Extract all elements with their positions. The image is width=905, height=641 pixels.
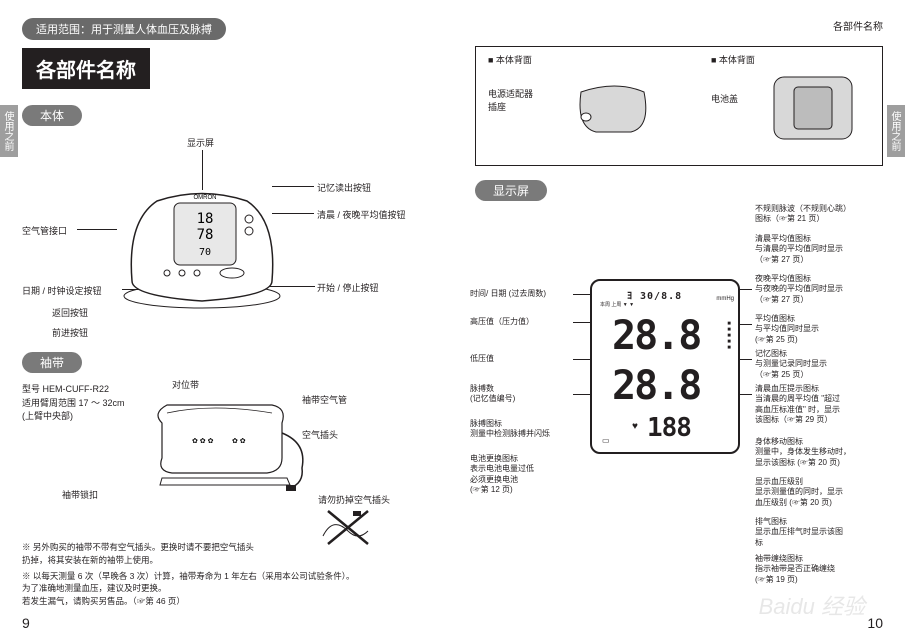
page-9: 适用范围：用于测量人体血压及脉搏 各部件名称 本体 显示屏 记忆读出按钮 清晨 … (0, 0, 452, 641)
page-number: 10 (867, 615, 883, 631)
no-discard-label: 请勿扔掉空气插头 (318, 493, 390, 548)
device-illustration: 18 78 70 OMRON (112, 181, 292, 311)
callout-avg: 平均值图标 与平均值同时显示 (☞第 25 页) (755, 314, 819, 345)
svg-text:✿ ✿: ✿ ✿ (232, 438, 246, 445)
page-10: 各部件名称 ■ 本体背面 ■ 本体背面 电源适配器 插座 电池盖 显示屏 时间/… (453, 0, 905, 641)
svg-text:70: 70 (199, 247, 211, 258)
back-panel-diagram: ■ 本体背面 ■ 本体背面 电源适配器 插座 电池盖 (475, 46, 883, 166)
lcd-date: ﾖ 30/8.8 (627, 287, 682, 302)
callout-memory: 记忆读出按钮 (317, 181, 371, 194)
callout-morning: 清晨 / 夜晚平均值按钮 (317, 208, 406, 221)
battery-label: 电池盖 (711, 92, 738, 105)
callout-align: 对位带 (172, 378, 199, 391)
callout-timedate: 时间/ 日期 (过去周数) (470, 289, 546, 299)
callout-start: 开始 / 停止按钮 (317, 281, 379, 294)
callout-eveningavg: 夜晚平均值图标 与夜晚的平均值同时显示 （☞第 27 页） (755, 274, 843, 305)
back-label-2: ■ 本体背面 (711, 53, 755, 66)
body-section-pill: 本体 (22, 105, 82, 126)
watermark: Baidu 经验 (759, 589, 865, 621)
lcd-pulse: 188 (647, 413, 691, 443)
lcd-screen: ﾖ 30/8.8 本周 上周 ▼ ▼ 28.8 28.8 188 ♥ ▭ ■■■… (590, 279, 740, 454)
scope-pill: 适用范围：用于测量人体血压及脉搏 (22, 18, 226, 40)
cuff-illustration: ✿ ✿ ✿ ✿ ✿ (142, 393, 312, 503)
display-diagram: 时间/ 日期 (过去周数) 高压值（压力值） 低压值 脉搏数 (记忆值编号) 脉… (475, 219, 883, 599)
back-device-1 (566, 72, 656, 142)
lcd-dia: 28.8 (612, 363, 700, 409)
footnotes: ※ 另外购买的袖带不带有空气插头。更换时请不要把空气插头 扔掉，将其安装在新的袖… (22, 541, 430, 608)
callout-cuffwrap: 袖带缠绕图标 指示袖带是否正确缠绕 (☞第 19 页) (755, 554, 835, 585)
cuff-section-pill: 袖带 (22, 352, 82, 373)
callout-pulse: 脉搏数 (记忆值编号) (470, 384, 515, 405)
callout-morningbp: 清晨血压提示图标 当清晨的周平均值 "超过 高血压标准值" 时，显示 该图标（☞… (755, 384, 840, 426)
callout-deflate: 排气图标 显示血压排气时显示该图 标 (755, 517, 843, 548)
back-label-1: ■ 本体背面 (488, 53, 532, 66)
cuff-diagram: 型号 HEM-CUFF-R22 适用臂周范围 17 ～ 32cm (上臂中央部)… (22, 383, 430, 533)
back-device-2 (766, 69, 861, 147)
page-title: 各部件名称 (22, 48, 150, 89)
callout-pulseicon: 脉搏图标 测量中检测脉搏并闪烁 (470, 419, 550, 440)
display-section-pill: 显示屏 (475, 180, 547, 201)
footnote-2: ※ 以每天测量 6 次（早晚各 3 次）计算，袖带寿命为 1 年左右（采用本公司… (22, 570, 430, 608)
svg-text:18: 18 (197, 211, 214, 227)
svg-text:78: 78 (197, 227, 214, 243)
callout-datetime: 日期 / 时钟设定按钮 (22, 284, 102, 297)
callout-back: 返回按钮 (52, 306, 88, 319)
callout-dia: 低压值 (470, 354, 494, 364)
svg-text:✿ ✿ ✿: ✿ ✿ ✿ (192, 438, 214, 445)
callout-airport: 空气管接口 (22, 224, 67, 237)
device-diagram: 显示屏 记忆读出按钮 清晨 / 夜晚平均值按钮 空气管接口 开始 / 停止按钮 … (22, 136, 430, 346)
callout-forward: 前进按钮 (52, 326, 88, 339)
callout-display: 显示屏 (187, 136, 214, 149)
callout-lock: 袖带锁扣 (62, 488, 98, 501)
lcd-sys: 28.8 (612, 313, 700, 359)
header-label: 各部件名称 (833, 18, 883, 33)
callout-movement: 身体移动图标 测量中，身体发生移动时， 显示该图标 (☞第 20 页) (755, 437, 851, 468)
callout-memory: 记忆图标 与测量记录同时显示 （☞第 25 页） (755, 349, 827, 380)
page-number: 9 (22, 615, 30, 631)
callout-morningavg: 清晨平均值图标 与清晨的平均值同时显示 （☞第 27 页） (755, 234, 843, 265)
callout-battery: 电池更换图标 表示电池电量过低 必须更换电池 (☞第 12 页) (470, 454, 534, 496)
adapter-label: 电源适配器 插座 (488, 87, 533, 113)
svg-text:OMRON: OMRON (194, 195, 217, 201)
callout-irregular: 不规则脉波（不规则心跳） 图标（☞第 21 页） (755, 204, 851, 225)
callout-sys: 高压值（压力值） (470, 317, 534, 327)
callout-bplevel: 显示血压级别 显示测量值的同时，显示 血压级别 (☞第 20 页) (755, 477, 843, 508)
